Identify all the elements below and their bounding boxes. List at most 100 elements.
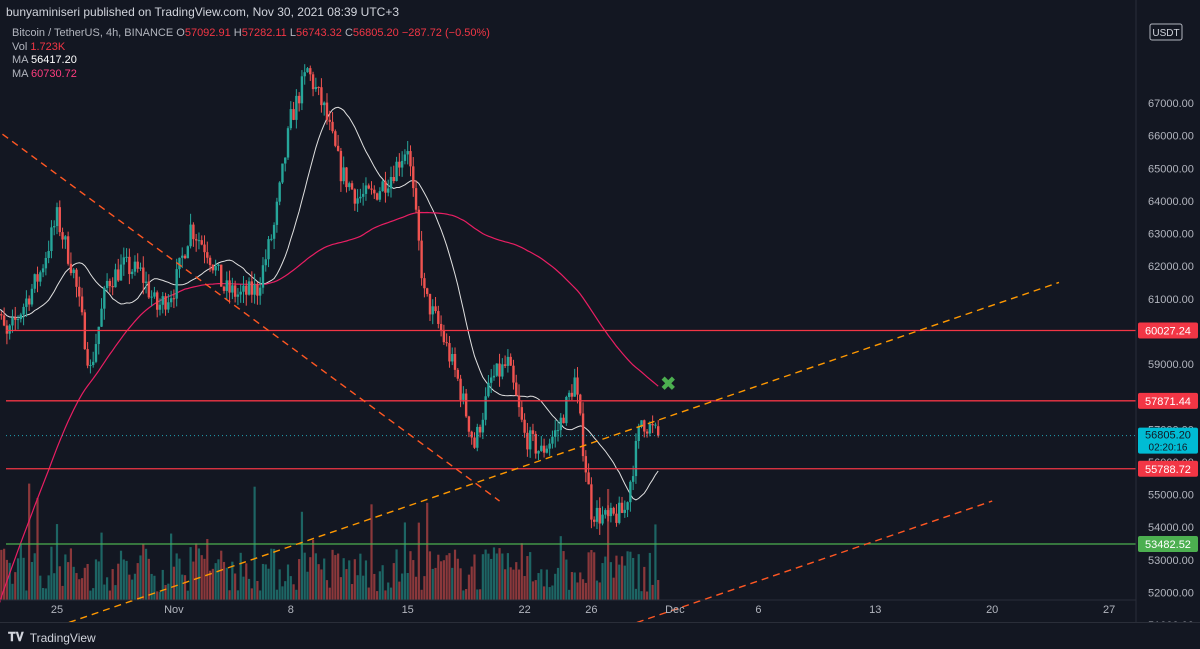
volume-bar: [339, 577, 342, 600]
candle-body: [16, 319, 20, 321]
current-price-text: 56805.20: [1145, 430, 1191, 442]
candle-body: [161, 296, 164, 305]
volume-bar: [234, 573, 237, 600]
volume-label[interactable]: Vol: [12, 40, 28, 53]
ma-fast-value: 56417.20: [30, 54, 77, 66]
ma-slow-label[interactable]: MA: [12, 67, 28, 80]
candle-body: [111, 286, 114, 288]
candle-body: [200, 240, 203, 245]
volume-bar: [604, 556, 607, 600]
volume-bar: [565, 559, 568, 600]
candle-body: [520, 407, 524, 420]
symbol-title[interactable]: Bitcoin / TetherUS, 4h, BINANCE: [12, 27, 174, 39]
candle-body: [314, 86, 318, 90]
candle-body: [548, 443, 551, 449]
candle-body: [172, 298, 176, 300]
candle-body: [612, 507, 615, 514]
volume-bar: [208, 570, 212, 600]
countdown-text: 02:20:16: [1149, 443, 1188, 454]
candle-body: [392, 177, 395, 182]
candle-body: [370, 188, 373, 190]
candle-body: [359, 196, 362, 199]
volume-bar: [448, 553, 451, 600]
volume-bar: [161, 569, 164, 600]
price-chart[interactable]: ✖ 51000.00 52000.00 53000.00 54000.00 55000.…: [0, 0, 1200, 622]
candle-body: [579, 394, 582, 414]
candle-body: [509, 356, 512, 366]
trend-line: [636, 500, 993, 622]
drawing-lines: ✖: [0, 131, 1136, 622]
volume-bar: [517, 569, 521, 600]
y-tick-label: 55000.00: [1148, 490, 1194, 502]
volume-bar: [453, 549, 457, 600]
volume-bar: [206, 539, 209, 600]
volume-bar: [548, 587, 551, 600]
volume-bar: [278, 569, 281, 600]
volume-bar: [300, 511, 304, 600]
candle-body: [378, 191, 382, 200]
candle-body: [69, 263, 73, 274]
candle-body: [526, 432, 529, 450]
candle-body: [306, 68, 309, 73]
y-tick-label: 52000.00: [1148, 587, 1194, 599]
volume-bar: [197, 548, 201, 600]
candle-body: [75, 269, 78, 287]
candle-body: [581, 413, 585, 457]
volume-bar: [320, 569, 323, 600]
volume-bar: [398, 581, 401, 600]
candle-body: [417, 209, 421, 241]
volume-bar: [30, 561, 34, 600]
current-price-tag: [1138, 427, 1198, 454]
candle-body: [236, 294, 240, 297]
candle-body: [286, 128, 290, 158]
candle-body: [470, 431, 473, 438]
candle-body: [542, 445, 546, 453]
volume-bar: [306, 571, 309, 600]
x-marker: ✖: [660, 372, 677, 396]
volume-bar: [108, 590, 111, 600]
currency-badge: [1149, 23, 1183, 41]
volume-bar: [325, 580, 329, 600]
axes: 51000.00 52000.00 53000.00 54000.00 55000.00…: [0, 0, 1194, 622]
candle-body: [425, 288, 429, 294]
volume-bar: [481, 554, 484, 600]
x-tick-label: 13: [869, 604, 881, 616]
candle-body: [258, 287, 262, 296]
volume-bar: [128, 574, 131, 600]
candle-body: [595, 507, 599, 522]
volume-bar: [640, 591, 643, 600]
volume-bar: [412, 560, 415, 600]
volume-bar: [106, 577, 109, 600]
volume-bar: [364, 560, 368, 600]
candle-body: [80, 296, 84, 313]
tradingview-logo[interactable]: 𝐓𝐕 TradingView: [8, 630, 96, 645]
candle-body: [375, 193, 379, 200]
candle-body: [590, 484, 593, 520]
volume-bar: [214, 563, 217, 600]
volume-bar: [192, 561, 195, 600]
candle-body: [604, 510, 607, 515]
y-tick-label: 65000.00: [1148, 163, 1194, 175]
volume-bar: [375, 591, 379, 600]
volume-bar: [103, 584, 106, 600]
candle-body: [36, 274, 39, 282]
level-price-tag-text: 57871.44: [1145, 396, 1191, 408]
candle-body: [153, 292, 156, 297]
volume-bar: [551, 585, 554, 600]
volume-bar: [11, 583, 14, 600]
candle-body: [626, 502, 629, 510]
moving-averages: [0, 106, 659, 604]
candle-body: [208, 257, 212, 265]
candle-body: [398, 161, 401, 168]
candle-body: [14, 317, 17, 320]
volume-bar: [217, 559, 220, 600]
volume-bar: [593, 552, 596, 600]
ma-fast-label[interactable]: MA: [12, 54, 28, 66]
volume-bar: [117, 563, 120, 600]
candle-body: [336, 145, 340, 151]
volume-bar: [426, 502, 429, 600]
candle-body: [381, 181, 384, 192]
candle-body: [133, 261, 137, 272]
legend-volume-row: Vol 1.723K: [12, 41, 490, 55]
volume-bar: [534, 580, 537, 600]
